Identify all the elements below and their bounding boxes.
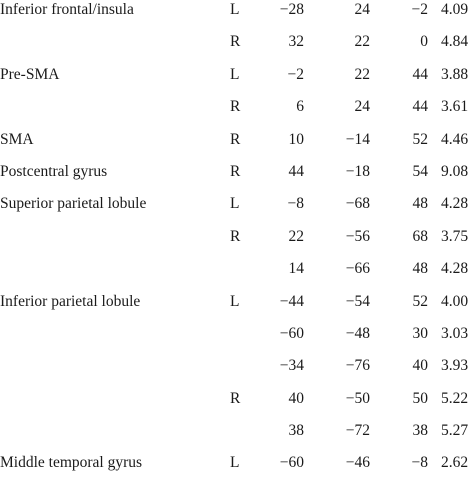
t-value-cell: 4.46 — [441, 130, 469, 148]
region-cell: Postcentral gyrus — [0, 162, 108, 180]
t-value-cell: 4.28 — [441, 195, 469, 213]
x-coordinate-cell: 14 — [288, 260, 305, 278]
y-coordinate-cell: −68 — [345, 195, 370, 213]
region-cell: SMA — [0, 130, 34, 148]
t-value-cell: 9.08 — [441, 162, 469, 180]
t-value-cell: 3.93 — [441, 357, 469, 375]
x-coordinate-cell: −34 — [279, 357, 304, 375]
z-coordinate-cell: 54 — [412, 162, 429, 180]
hemisphere-cell: R — [230, 162, 241, 180]
hemisphere-cell: L — [230, 454, 240, 472]
y-coordinate-cell: −18 — [345, 162, 370, 180]
y-coordinate-cell: 24 — [354, 98, 371, 116]
x-coordinate-cell: 44 — [288, 162, 305, 180]
z-coordinate-cell: 30 — [412, 324, 429, 342]
z-coordinate-cell: 48 — [412, 260, 429, 278]
table-row: −34 −76 40 3.93 — [0, 350, 474, 382]
x-coordinate-cell: −44 — [279, 292, 304, 310]
table-row: Inferior parietal lobule L −44 −54 52 4.… — [0, 286, 474, 318]
t-value-cell: 3.03 — [441, 324, 469, 342]
x-coordinate-cell: 10 — [288, 130, 305, 148]
table-row: Inferior frontal/insula L −28 24 −2 4.09 — [0, 0, 474, 26]
hemisphere-cell: R — [230, 389, 241, 407]
t-value-cell: 4.84 — [441, 33, 469, 51]
z-coordinate-cell: 68 — [412, 227, 429, 245]
table-row: R 22 −56 68 3.75 — [0, 221, 474, 253]
table-row: 38 −72 38 5.27 — [0, 415, 474, 447]
table-row: Superior parietal lobule L −8 −68 48 4.2… — [0, 188, 474, 220]
x-coordinate-cell: 32 — [288, 33, 305, 51]
hemisphere-cell: R — [230, 227, 241, 245]
x-coordinate-cell: −28 — [279, 1, 304, 18]
z-coordinate-cell: 52 — [412, 292, 429, 310]
table-row: SMA R 10 −14 52 4.46 — [0, 124, 474, 156]
region-cell: Pre-SMA — [0, 65, 60, 83]
region-cell: Middle temporal gyrus — [0, 454, 143, 472]
x-coordinate-cell: 38 — [288, 422, 305, 440]
y-coordinate-cell: −46 — [345, 454, 370, 472]
x-coordinate-cell: 6 — [296, 98, 304, 116]
y-coordinate-cell: −76 — [345, 357, 370, 375]
z-coordinate-cell: 40 — [412, 357, 429, 375]
y-coordinate-cell: 22 — [354, 33, 371, 51]
region-cell: Inferior parietal lobule — [0, 292, 141, 310]
y-coordinate-cell: 22 — [354, 65, 371, 83]
t-value-cell: 3.75 — [441, 227, 469, 245]
table-row: −60 −48 30 3.03 — [0, 318, 474, 350]
z-coordinate-cell: −2 — [411, 1, 429, 18]
hemisphere-cell: R — [230, 98, 241, 116]
t-value-cell: 4.09 — [441, 1, 469, 18]
t-value-cell: 3.88 — [441, 65, 469, 83]
hemisphere-cell: L — [230, 292, 240, 310]
y-coordinate-cell: −14 — [345, 130, 370, 148]
z-coordinate-cell: 52 — [412, 130, 429, 148]
hemisphere-cell: R — [230, 33, 241, 51]
y-coordinate-cell: −66 — [345, 260, 370, 278]
x-coordinate-cell: −60 — [279, 454, 304, 472]
table-row: Postcentral gyrus R 44 −18 54 9.08 — [0, 156, 474, 188]
t-value-cell: 3.61 — [441, 98, 469, 116]
table-row: R 6 24 44 3.61 — [0, 91, 474, 123]
z-coordinate-cell: −8 — [411, 454, 429, 472]
z-coordinate-cell: 44 — [412, 98, 429, 116]
table-row: Middle temporal gyrus L −60 −46 −8 2.62 — [0, 447, 474, 479]
x-coordinate-cell: −2 — [287, 65, 305, 83]
table-row: R 32 22 0 4.84 — [0, 26, 474, 58]
table-row: R 40 −50 50 5.22 — [0, 383, 474, 415]
hemisphere-cell: L — [230, 65, 240, 83]
y-coordinate-cell: 24 — [354, 1, 371, 18]
table-row: Pre-SMA L −2 22 44 3.88 — [0, 59, 474, 91]
y-coordinate-cell: −48 — [345, 324, 370, 342]
z-coordinate-cell: 0 — [420, 33, 428, 51]
x-coordinate-cell: −60 — [279, 324, 304, 342]
x-coordinate-cell: −8 — [287, 195, 305, 213]
z-coordinate-cell: 48 — [412, 195, 429, 213]
y-coordinate-cell: −56 — [345, 227, 370, 245]
y-coordinate-cell: −72 — [345, 422, 370, 440]
y-coordinate-cell: −54 — [345, 292, 370, 310]
t-value-cell: 4.00 — [441, 292, 469, 310]
table-row: 14 −66 48 4.28 — [0, 253, 474, 285]
z-coordinate-cell: 44 — [412, 65, 429, 83]
t-value-cell: 5.27 — [441, 422, 469, 440]
z-coordinate-cell: 38 — [412, 422, 429, 440]
region-cell: Inferior frontal/insula — [0, 1, 134, 18]
hemisphere-cell: L — [230, 195, 240, 213]
x-coordinate-cell: 22 — [288, 227, 305, 245]
t-value-cell: 2.62 — [441, 454, 469, 472]
t-value-cell: 4.28 — [441, 260, 469, 278]
hemisphere-cell: R — [230, 130, 241, 148]
x-coordinate-cell: 40 — [288, 389, 305, 407]
z-coordinate-cell: 50 — [412, 389, 429, 407]
hemisphere-cell: L — [230, 1, 240, 18]
region-cell: Superior parietal lobule — [0, 195, 147, 213]
y-coordinate-cell: −50 — [345, 389, 370, 407]
t-value-cell: 5.22 — [441, 389, 469, 407]
